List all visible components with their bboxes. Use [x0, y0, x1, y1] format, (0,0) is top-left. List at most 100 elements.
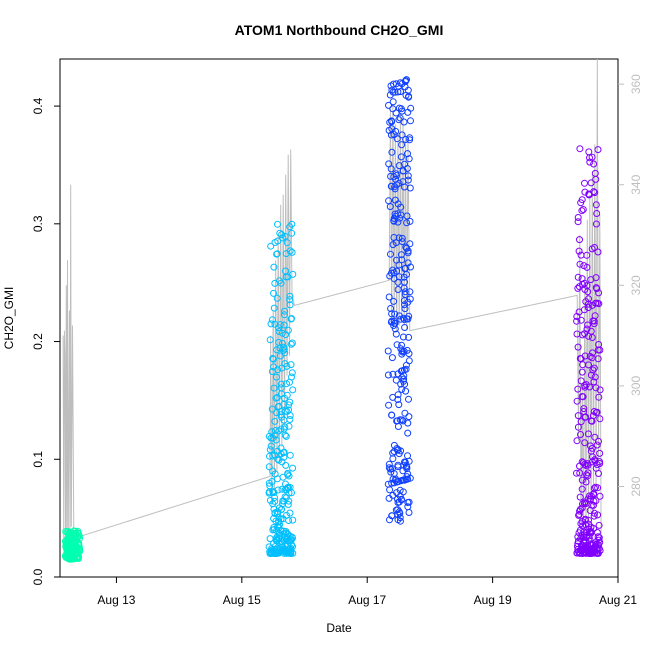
secondary-line-layer — [62, 58, 602, 547]
data-point — [388, 411, 396, 419]
data-point — [397, 88, 404, 96]
data-point — [274, 486, 282, 494]
data-point — [289, 534, 296, 542]
data-point — [595, 534, 603, 542]
data-point — [402, 387, 410, 395]
data-point — [270, 289, 277, 297]
data-point — [585, 361, 592, 369]
data-point — [584, 461, 592, 469]
data-point — [593, 210, 601, 217]
data-point — [285, 422, 293, 430]
data-point — [590, 512, 598, 520]
data-point — [281, 307, 289, 315]
data-point — [406, 474, 414, 482]
data-point — [392, 109, 400, 117]
scatter-points-layer — [61, 76, 604, 563]
data-point — [577, 431, 584, 438]
data-point — [394, 396, 402, 403]
data-point — [584, 472, 592, 480]
data-point — [384, 371, 392, 379]
data-point — [578, 368, 586, 376]
x-tick-label: Aug 21 — [599, 593, 637, 607]
x-tick-label: Aug 19 — [474, 593, 512, 607]
data-point — [276, 321, 284, 329]
data-point — [396, 214, 404, 222]
data-point — [585, 295, 592, 303]
data-point — [404, 108, 412, 116]
data-point — [385, 401, 393, 409]
data-point — [76, 547, 84, 555]
data-point — [389, 98, 397, 106]
data-point — [405, 498, 413, 506]
data-point — [401, 324, 409, 331]
data-point — [393, 341, 401, 349]
data-point — [592, 299, 600, 307]
data-point — [289, 270, 297, 278]
data-point — [400, 375, 408, 383]
data-point — [397, 447, 405, 455]
data-point — [583, 471, 591, 479]
data-point — [403, 271, 410, 278]
data-point — [385, 101, 392, 109]
data-point — [579, 206, 587, 213]
data-point — [577, 199, 585, 207]
data-point — [286, 292, 294, 300]
data-point — [289, 464, 297, 472]
data-point — [402, 365, 410, 373]
data-point — [398, 495, 405, 503]
data-point — [574, 218, 582, 226]
data-point — [287, 340, 295, 348]
data-point — [592, 201, 600, 209]
data-point — [270, 304, 278, 312]
data-point — [269, 355, 277, 362]
data-point — [277, 380, 285, 388]
data-point — [594, 355, 602, 363]
data-point — [590, 317, 598, 325]
data-point — [586, 383, 593, 391]
data-point — [591, 244, 598, 251]
data-point — [388, 148, 396, 156]
y-axis-label: CH2O_GMI — [2, 287, 16, 350]
data-point — [267, 242, 275, 250]
data-point — [398, 256, 406, 264]
data-point — [404, 172, 412, 180]
data-point — [405, 333, 413, 341]
data-point — [596, 492, 604, 500]
data-point — [286, 398, 294, 406]
data-point — [583, 325, 591, 333]
data-point — [403, 212, 411, 220]
data-point — [394, 423, 402, 430]
data-point — [271, 431, 279, 439]
x-tick-label: Aug 15 — [223, 593, 261, 607]
data-point — [576, 145, 584, 153]
data-point — [401, 278, 408, 286]
data-point — [398, 141, 406, 149]
data-point — [278, 231, 286, 239]
data-point — [284, 471, 292, 479]
data-point — [390, 217, 398, 225]
data-point — [278, 458, 286, 466]
data-point — [582, 478, 590, 486]
data-point — [399, 333, 407, 341]
data-point — [270, 263, 278, 271]
secondary-series-line — [62, 58, 602, 547]
data-point — [273, 250, 281, 258]
data-point — [595, 437, 602, 445]
data-point — [397, 251, 405, 259]
data-point — [578, 485, 586, 493]
data-point — [574, 284, 582, 292]
y2-axis: 280 300 320 340 360 — [618, 74, 643, 496]
data-point — [401, 380, 409, 388]
x-tick-label: Aug 17 — [348, 593, 386, 607]
data-point — [285, 517, 293, 524]
data-point — [577, 377, 585, 385]
y-tick-label: 0.2 — [31, 333, 45, 350]
data-point — [272, 394, 280, 402]
data-point — [274, 220, 281, 228]
data-point — [590, 160, 598, 168]
data-point — [276, 531, 284, 539]
data-point — [580, 405, 588, 413]
data-point — [75, 530, 82, 538]
data-point — [387, 165, 395, 173]
data-point — [406, 240, 414, 248]
